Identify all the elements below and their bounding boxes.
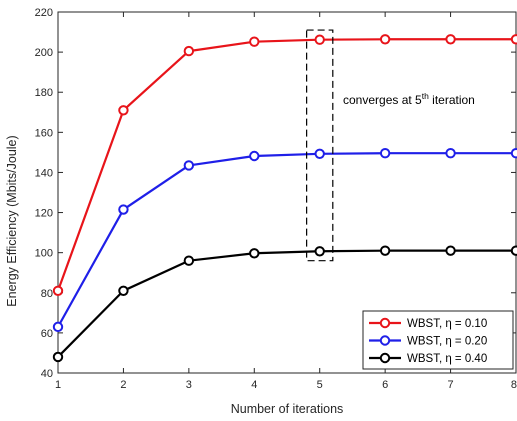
series-line bbox=[56, 38, 516, 292]
x-tick-label: 7 bbox=[448, 379, 454, 391]
data-point bbox=[183, 255, 195, 266]
y-axis-ticks: 40 60 80 100 120 140 160 180 200 220 bbox=[35, 7, 516, 380]
data-point bbox=[314, 34, 325, 45]
y-tick-label: 200 bbox=[35, 47, 53, 59]
data-point bbox=[510, 147, 517, 159]
data-point bbox=[379, 34, 391, 45]
legend-marker bbox=[379, 317, 391, 329]
annotation-text-after: iteration bbox=[429, 93, 475, 107]
legend-label: WBST, η = 0.20 bbox=[407, 336, 487, 348]
x-tick-label: 3 bbox=[186, 379, 192, 391]
y-tick-label: 180 bbox=[35, 87, 53, 99]
data-point bbox=[379, 245, 391, 256]
data-point bbox=[314, 246, 325, 257]
data-point bbox=[314, 148, 325, 159]
data-point bbox=[445, 34, 456, 45]
series-1 bbox=[52, 147, 517, 333]
y-tick-label: 220 bbox=[35, 7, 53, 19]
data-point bbox=[183, 45, 195, 57]
data-point bbox=[249, 248, 260, 259]
data-point bbox=[379, 147, 391, 159]
data-point bbox=[118, 105, 129, 116]
annotation-text: converges at 5 bbox=[343, 93, 422, 107]
x-tick-label: 5 bbox=[317, 379, 323, 391]
data-point bbox=[249, 36, 260, 47]
x-tick-label: 4 bbox=[251, 379, 257, 391]
data-point bbox=[118, 285, 129, 296]
x-axis-ticks: 1 2 3 4 5 6 7 8 bbox=[55, 12, 517, 391]
y-tick-label: 120 bbox=[35, 208, 53, 220]
convergence-box bbox=[306, 29, 334, 262]
series-line bbox=[57, 249, 516, 358]
data-point bbox=[510, 34, 517, 45]
series-2 bbox=[52, 245, 517, 363]
convergence-annotation: converges at 5th iteration bbox=[343, 91, 475, 107]
series-layer bbox=[52, 34, 517, 363]
data-point bbox=[52, 351, 64, 363]
series-line bbox=[57, 152, 516, 328]
y-axis-label: Energy Efficiency (Mbits/Joule) bbox=[5, 135, 19, 306]
data-point bbox=[249, 150, 260, 162]
legend-entry-0: WBST, η = 0.10 bbox=[369, 317, 487, 330]
y-tick-label: 140 bbox=[35, 167, 53, 179]
y-tick-label: 40 bbox=[41, 368, 53, 380]
annotation-layer: converges at 5th iteration bbox=[306, 29, 475, 262]
x-tick-label: 2 bbox=[120, 379, 126, 391]
y-tick-label: 160 bbox=[35, 127, 53, 139]
y-tick-label: 100 bbox=[35, 248, 53, 260]
legend-label: WBST, η = 0.40 bbox=[407, 353, 487, 365]
annotation-superscript: th bbox=[422, 91, 429, 101]
legend: WBST, η = 0.10 WBST, η = 0.20 WBST, η = 0.… bbox=[362, 310, 514, 370]
data-point bbox=[52, 321, 64, 333]
data-point bbox=[445, 147, 456, 159]
legend-marker bbox=[379, 352, 391, 364]
data-point bbox=[118, 204, 129, 215]
legend-marker bbox=[379, 335, 391, 346]
y-tick-label: 60 bbox=[41, 328, 53, 340]
x-tick-label: 6 bbox=[382, 379, 388, 391]
data-point bbox=[52, 285, 64, 296]
legend-entry-2: WBST, η = 0.40 bbox=[369, 352, 487, 365]
series-0 bbox=[52, 34, 517, 296]
legend-label: WBST, η = 0.10 bbox=[407, 318, 487, 330]
x-axis-label: Number of iterations bbox=[231, 402, 344, 416]
data-point bbox=[445, 245, 456, 256]
legend-entry-1: WBST, η = 0.20 bbox=[369, 335, 487, 348]
x-tick-label: 1 bbox=[55, 379, 61, 391]
data-point bbox=[183, 160, 195, 171]
y-tick-label: 80 bbox=[41, 288, 53, 300]
data-point bbox=[510, 245, 517, 256]
x-tick-label: 8 bbox=[511, 379, 517, 391]
